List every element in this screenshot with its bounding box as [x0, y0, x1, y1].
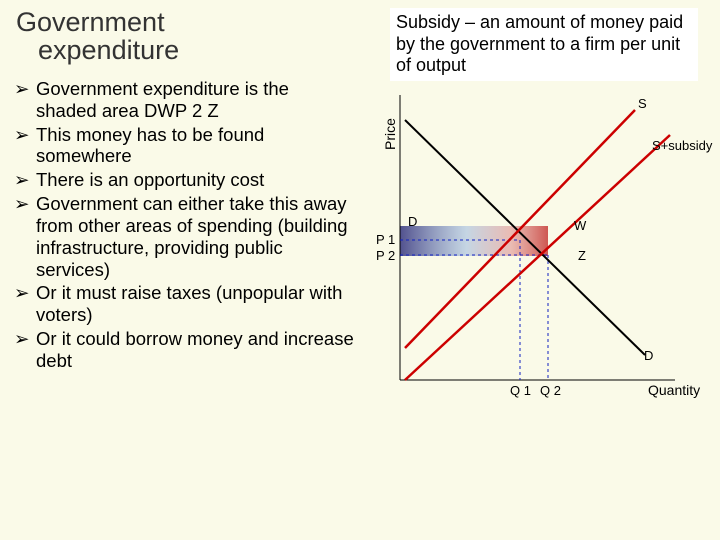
label-D-bottom: D [644, 348, 653, 363]
bullet-item: ➢Government can either take this away fr… [14, 193, 354, 280]
bullet-item: ➢There is an opportunity cost [14, 169, 354, 191]
bullet-item: ➢Government expenditure is the shaded ar… [14, 78, 354, 122]
bullet-marker-icon: ➢ [14, 124, 36, 168]
label-W: W [574, 218, 586, 233]
bullet-marker-icon: ➢ [14, 169, 36, 191]
label-S: S [638, 96, 647, 111]
bullet-text: Government expenditure is the shaded are… [36, 78, 354, 122]
label-D-top: D [408, 214, 417, 229]
axis-label-price: Price [382, 118, 398, 150]
label-Q2: Q 2 [540, 383, 561, 398]
title-line1: Government [16, 8, 179, 36]
bullet-marker-icon: ➢ [14, 328, 36, 372]
bullet-marker-icon: ➢ [14, 78, 36, 122]
label-P1: P 1 [376, 232, 395, 247]
subsidy-definition-box: Subsidy – an amount of money paid by the… [390, 8, 698, 81]
bullet-text: Or it could borrow money and increase de… [36, 328, 354, 372]
bullet-marker-icon: ➢ [14, 193, 36, 280]
label-Q1: Q 1 [510, 383, 531, 398]
bullet-item: ➢Or it must raise taxes (unpopular with … [14, 282, 354, 326]
subsidy-chart: Price Quantity S S+subsidy D W Z D P 1 P… [370, 90, 710, 410]
bullet-list: ➢Government expenditure is the shaded ar… [14, 78, 354, 374]
bullet-text: Government can either take this away fro… [36, 193, 354, 280]
page-title: Government expenditure [16, 8, 179, 65]
bullet-marker-icon: ➢ [14, 282, 36, 326]
bullet-text: Or it must raise taxes (unpopular with v… [36, 282, 354, 326]
bullet-text: There is an opportunity cost [36, 169, 264, 191]
label-S-subsidy: S+subsidy [652, 138, 712, 153]
subsidy-text: Subsidy – an amount of money paid by the… [396, 12, 683, 75]
label-Z: Z [578, 248, 586, 263]
bullet-text: This money has to be found somewhere [36, 124, 354, 168]
bullet-item: ➢This money has to be found somewhere [14, 124, 354, 168]
title-line2: expenditure [16, 36, 179, 64]
axis-label-quantity: Quantity [648, 382, 700, 398]
bullet-item: ➢Or it could borrow money and increase d… [14, 328, 354, 372]
label-P2: P 2 [376, 248, 395, 263]
